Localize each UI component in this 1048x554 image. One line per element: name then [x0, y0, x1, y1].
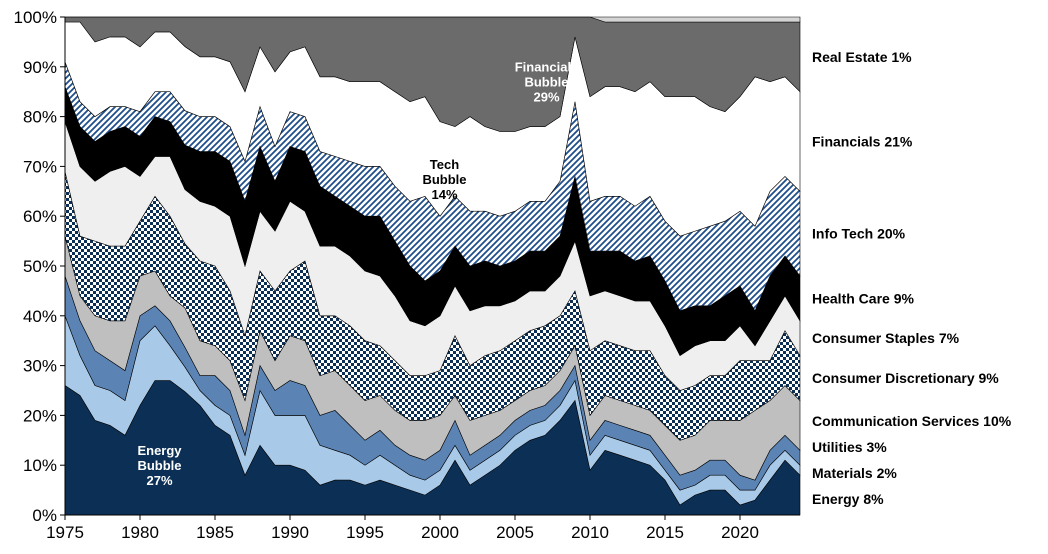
legend-label-health-care: Health Care 9%	[812, 290, 914, 306]
x-tick-label: 2000	[421, 523, 459, 542]
x-tick-label: 2020	[721, 523, 759, 542]
legend-label-communication-services: Communication Services 10%	[812, 413, 1012, 429]
x-tick-label: 1985	[196, 523, 234, 542]
y-tick-label: 90%	[23, 58, 57, 77]
annotation-financials-bubble: Financials Bubble 29%	[515, 60, 579, 105]
y-tick-label: 20%	[23, 406, 57, 425]
x-tick-label: 1975	[46, 523, 84, 542]
y-tick-label: 70%	[23, 157, 57, 176]
x-tick-label: 1995	[346, 523, 384, 542]
y-tick-label: 40%	[23, 307, 57, 326]
y-tick-label: 30%	[23, 357, 57, 376]
y-tick-label: 80%	[23, 108, 57, 127]
annotation-tech-bubble: Tech Bubble 14%	[422, 157, 466, 202]
legend-label-consumer-discretionary: Consumer Discretionary 9%	[812, 370, 999, 386]
legend: Real Estate 1% Financials 21% Info Tech 20…	[812, 49, 1012, 507]
legend-label-real-estate: Real Estate 1%	[812, 49, 912, 65]
x-tick-label: 2015	[646, 523, 684, 542]
stacked-areas	[64, 16, 801, 516]
legend-label-info-tech: Info Tech 20%	[812, 226, 906, 242]
x-tick-label: 2010	[571, 523, 609, 542]
area-real-estate-separate	[65, 16, 801, 23]
y-tick-label: 0%	[32, 506, 57, 525]
annotations: Energy Bubble 27% Tech Bubble 14% Financials Bu…	[137, 60, 578, 488]
legend-label-financials: Financials 21%	[812, 134, 913, 150]
legend-label-energy: Energy 8%	[812, 491, 884, 507]
x-tick-label: 2005	[496, 523, 534, 542]
legend-label-utilities: Utilities 3%	[812, 439, 887, 455]
y-tick-label: 10%	[23, 456, 57, 475]
legend-label-consumer-staples: Consumer Staples 7%	[812, 330, 960, 346]
x-tick-label: 1980	[121, 523, 159, 542]
x-tick-label: 1990	[271, 523, 309, 542]
y-tick-label: 60%	[23, 207, 57, 226]
y-tick-label: 100%	[14, 8, 57, 27]
y-tick-label: 50%	[23, 257, 57, 276]
legend-label-materials: Materials 2%	[812, 465, 897, 481]
axes: 0% 10% 20% 30% 40% 50% 60% 70% 80% 90% 100% 1975 198…	[14, 8, 800, 542]
annotation-energy-bubble: Energy Bubble 27%	[137, 443, 182, 488]
